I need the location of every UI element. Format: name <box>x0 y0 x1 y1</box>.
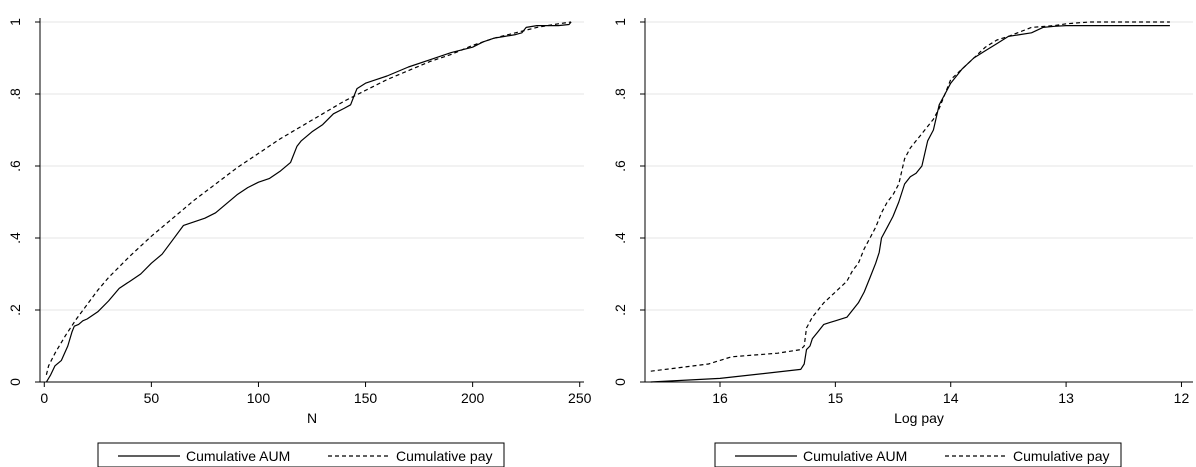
x-tick-label: 16 <box>712 390 728 406</box>
legend-box <box>714 442 1122 467</box>
x-tick-label: 100 <box>247 390 271 406</box>
legend: Cumulative AUM Cumulative pay <box>97 442 505 467</box>
y-tick-label: 1 <box>612 18 628 26</box>
x-tick-label: 150 <box>354 390 378 406</box>
y-tick-label: .4 <box>612 232 628 244</box>
cumulative-aum-line <box>650 25 1170 383</box>
x-tick-label: 50 <box>144 390 160 406</box>
legend-box <box>97 442 505 467</box>
right-chart-panel: 0 .2 .4 .6 .8 1 16 15 14 13 12 Log pay Cumulative AU… <box>612 18 1193 467</box>
legend: Cumulative AUM Cumulative pay <box>714 442 1122 467</box>
y-tick-label: .2 <box>612 304 628 316</box>
left-chart-panel: 0 .2 .4 .6 .8 1 0 50 100 150 200 250 N Cumulative AUM… <box>7 18 592 467</box>
legend-label: Cumulative AUM <box>803 448 907 464</box>
x-tick-label: 0 <box>40 390 48 406</box>
legend-label: Cumulative AUM <box>186 448 290 464</box>
x-tick-label: 13 <box>1058 390 1074 406</box>
x-axis-title: Log pay <box>894 410 944 426</box>
y-tick-label: .4 <box>7 232 23 244</box>
legend-label: Cumulative pay <box>1013 448 1110 464</box>
y-tick-label: .6 <box>612 160 628 172</box>
y-tick-label: 0 <box>612 378 628 386</box>
cumulative-pay-line <box>650 21 1170 372</box>
y-tick-label: .6 <box>7 160 23 172</box>
x-tick-label: 14 <box>943 390 959 406</box>
cumulative-pay-line <box>45 21 572 375</box>
y-tick-label: .2 <box>7 304 23 316</box>
y-tick-label: .8 <box>7 88 23 100</box>
y-tick-label: .8 <box>612 88 628 100</box>
x-axis-title: N <box>307 410 317 426</box>
x-tick-label: 12 <box>1174 390 1190 406</box>
legend-label: Cumulative pay <box>396 448 493 464</box>
x-tick-label: 250 <box>568 390 592 406</box>
y-tick-label: 0 <box>7 378 23 386</box>
cumulative-aum-line <box>45 21 572 383</box>
x-tick-label: 200 <box>461 390 485 406</box>
x-tick-label: 15 <box>828 390 844 406</box>
y-tick-label: 1 <box>7 18 23 26</box>
